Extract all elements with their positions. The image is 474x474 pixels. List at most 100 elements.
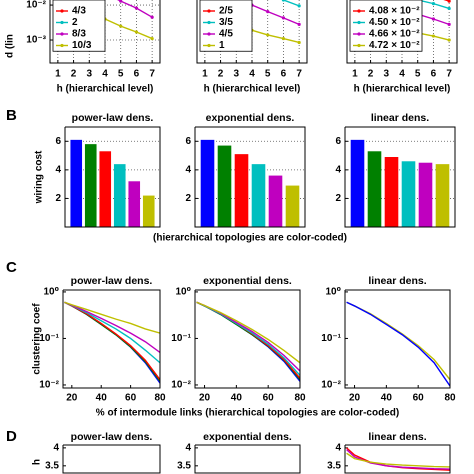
x-tick-label: 20 [66, 393, 78, 404]
axis-frame [344, 444, 451, 474]
series-marker [297, 22, 301, 26]
series-line [346, 449, 450, 470]
series-line [196, 301, 300, 382]
series-marker [119, 24, 123, 28]
y-tick-label: 10⁻² [321, 380, 341, 391]
series-marker [431, 17, 436, 21]
legend-label: 4.66 × 10⁻² [369, 29, 420, 40]
y-tick-label: 4 [335, 164, 341, 175]
legend-marker [357, 32, 361, 36]
chart-title: power-law dens. [72, 112, 154, 124]
chart-title: exponential dens. [206, 112, 295, 124]
bar [285, 185, 300, 227]
axis-frame [194, 444, 301, 474]
series-marker [266, 10, 270, 14]
series-line [196, 301, 300, 364]
x-tick-label: 20 [349, 393, 361, 404]
legend-marker [357, 20, 361, 25]
chart-title: exponential dens. [203, 275, 292, 287]
bar [268, 175, 283, 227]
bar [113, 164, 126, 227]
legend-label: 2/5 [219, 6, 233, 17]
x-tick-label: 4 [249, 69, 255, 80]
series-marker [447, 0, 451, 3]
axis-frame [62, 444, 161, 474]
axis-frame [62, 289, 161, 389]
series-marker [431, 2, 436, 6]
series-marker [281, 36, 286, 41]
legend-box [52, 0, 106, 52]
series-marker [150, 15, 154, 19]
series-marker [150, 36, 154, 41]
x-tick-label: 7 [149, 69, 155, 80]
y-tick-label: 6 [185, 136, 191, 147]
y-tick-label: 6 [55, 136, 61, 147]
legend-box [349, 0, 423, 52]
x-tick-label: 80 [154, 393, 166, 404]
y-tick-label: 4 [335, 443, 341, 454]
series-line [196, 301, 300, 379]
bar [200, 139, 215, 227]
legend-marker [357, 9, 361, 13]
x-tick-label: 3 [87, 69, 93, 80]
axis-frame [64, 126, 161, 228]
x-tick-label: 40 [231, 393, 243, 404]
bar [217, 145, 232, 227]
y-tick-label: 4 [53, 443, 59, 454]
x-tick-label: 40 [96, 393, 108, 404]
y-tick-label: 10⁻¹ [321, 333, 341, 344]
y-axis-label: clustering coef [32, 303, 43, 375]
bar [401, 161, 416, 227]
x-tick-label: 5 [265, 69, 271, 80]
series-marker [281, 16, 286, 20]
series-marker [119, 0, 123, 3]
series-line [346, 301, 450, 387]
series-marker [447, 22, 451, 26]
axis-frame [344, 289, 451, 389]
series-marker [447, 38, 451, 42]
bar [435, 164, 450, 227]
y-tick-label: 10⁰ [325, 287, 341, 298]
legend-marker [207, 9, 211, 13]
legend-label: 8/3 [72, 29, 86, 40]
x-tick-label: 7 [296, 69, 302, 80]
legend-label: 4/3 [72, 6, 86, 17]
x-tick-label: 5 [118, 69, 124, 80]
x-tick-label: 5 [415, 69, 421, 80]
y-tick-label: 10⁻² [39, 380, 59, 391]
panel-letter: D [6, 428, 17, 445]
x-tick-label: 1 [352, 69, 358, 80]
legend-box [199, 0, 253, 52]
y-tick-label: 4 [185, 443, 191, 454]
x-tick-label: 7 [446, 69, 452, 80]
y-tick-label: 10⁻¹ [171, 333, 191, 344]
legend-label: 4/5 [219, 29, 233, 40]
series-line [64, 301, 160, 381]
x-tick-label: 6 [281, 69, 287, 80]
x-tick-label: 40 [381, 393, 393, 404]
y-tick-label: 4 [185, 164, 191, 175]
series-line [346, 452, 450, 468]
legend-marker [60, 32, 64, 36]
y-tick-label: 6 [335, 136, 341, 147]
x-tick-label: 6 [134, 69, 140, 80]
series-line [196, 301, 300, 376]
legend-marker [207, 20, 211, 25]
legend-label: 4.08 × 10⁻² [369, 6, 420, 17]
series-line [64, 301, 160, 334]
x-tick-label: 1 [55, 69, 61, 80]
legend-marker [60, 9, 64, 13]
axis-frame [49, 0, 161, 64]
bar [350, 139, 365, 227]
x-tick-label: 60 [263, 393, 275, 404]
panel-letter: C [6, 259, 17, 276]
axis-frame [194, 126, 306, 228]
x-axis-label: h (hierarchical level) [57, 84, 154, 95]
chart-title: linear dens. [368, 275, 426, 287]
legend-label: 3/5 [219, 17, 233, 28]
y-tick-label: 10⁻² [171, 380, 191, 391]
x-tick-label: 4 [399, 69, 405, 80]
chart-title: exponential dens. [203, 431, 292, 443]
y-tick-label: 3.5 [177, 460, 191, 471]
